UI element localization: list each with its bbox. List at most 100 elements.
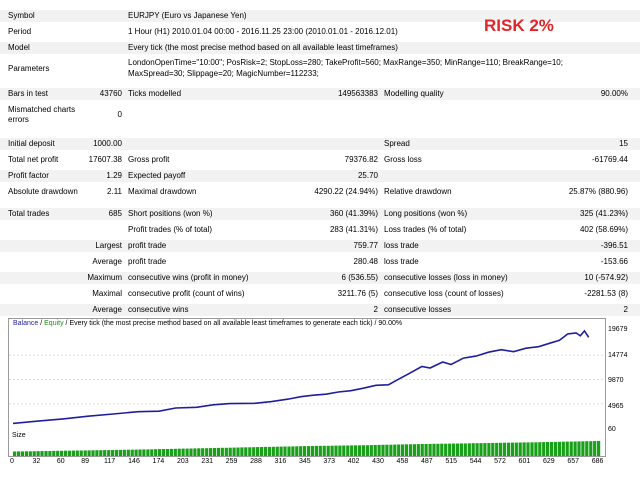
size-bar — [354, 445, 358, 456]
legend-equity: Equity — [44, 320, 64, 327]
maximal-consec-profit-label: consecutive profit (count of wins) — [128, 289, 245, 298]
size-bar — [506, 442, 511, 456]
size-bar — [111, 450, 115, 456]
size-bar — [87, 450, 91, 456]
x-tick-label: 60 — [56, 458, 65, 465]
size-bar — [216, 447, 220, 456]
max-drawdown-value: 4290.22 (24.94%) — [314, 187, 378, 196]
size-bar — [307, 446, 311, 456]
ticks-label: Ticks modelled — [128, 89, 182, 98]
size-bar — [479, 443, 483, 456]
size-bar — [252, 447, 256, 456]
size-bar — [573, 441, 577, 456]
chart-title: Balance / Equity / Every tick (the most … — [13, 320, 402, 327]
size-bar — [107, 450, 111, 456]
size-bar — [565, 441, 569, 456]
size-bar — [530, 442, 534, 456]
size-bar — [440, 443, 444, 456]
size-bar — [487, 443, 491, 456]
size-bar — [534, 442, 538, 456]
largest-profit-value: 759.77 — [353, 241, 378, 250]
size-bar — [491, 442, 495, 456]
size-bar — [412, 444, 416, 456]
x-tick-label: 89 — [81, 458, 90, 465]
size-bar — [71, 450, 75, 456]
size-bar — [361, 445, 365, 456]
size-bar — [428, 443, 432, 456]
size-bar — [314, 445, 318, 456]
size-bar — [499, 442, 503, 456]
average-label: Average — [92, 257, 122, 266]
x-tick-label: 402 — [347, 458, 360, 465]
size-bar — [189, 448, 193, 456]
size-bar — [303, 446, 307, 456]
size-bar — [99, 450, 103, 456]
balance-chart: Balance / Equity / Every tick (the most … — [8, 318, 606, 433]
x-tick-label: 146 — [128, 458, 140, 465]
symbol-value: EURJPY (Euro vs Japanese Yen) — [128, 11, 247, 20]
size-bar — [64, 450, 68, 456]
short-pos-label: Short positions (won %) — [128, 209, 213, 218]
size-bar — [193, 448, 197, 456]
x-tick-label: 601 — [518, 458, 531, 465]
average-loss-value: -153.66 — [600, 257, 628, 266]
size-bar — [240, 447, 244, 456]
size-bar — [502, 442, 507, 456]
size-bar — [463, 443, 467, 456]
size-bar — [365, 445, 369, 456]
size-bar — [28, 451, 32, 456]
size-bar — [514, 442, 518, 456]
balance-plot — [9, 329, 605, 425]
symbol-label: Symbol — [8, 11, 35, 20]
size-bar — [177, 448, 181, 456]
y-tick-label: 19679 — [608, 326, 628, 333]
size-bar — [448, 443, 452, 456]
chart-title-text: / Every tick (the most precise method ba… — [63, 320, 403, 327]
size-bar — [67, 450, 72, 456]
net-profit-label: Total net profit — [8, 155, 59, 164]
x-tick-label: 288 — [250, 458, 262, 465]
max-consec-losses-value: 10 (-574.92) — [584, 273, 628, 282]
parameters-label: Parameters — [8, 64, 50, 73]
rel-drawdown-value: 25.87% (880.96) — [568, 187, 628, 196]
x-tick-label: 231 — [201, 458, 214, 465]
profit-factor-value: 1.29 — [106, 171, 122, 180]
average-profit-label: profit trade — [128, 257, 167, 266]
size-bar — [420, 444, 424, 456]
size-bar — [287, 446, 291, 456]
max-consec-wins-label: consecutive wins (profit in money) — [128, 273, 249, 282]
x-tick-label: 430 — [372, 458, 384, 465]
size-bar — [224, 447, 228, 456]
size-bar — [271, 446, 275, 456]
size-bar — [581, 441, 585, 456]
parameters-line1: LondonOpenTime="10:00"; PosRisk=2; StopL… — [128, 58, 563, 67]
size-bar — [209, 448, 213, 456]
balance-line — [12, 329, 590, 425]
max-drawdown-label: Maximal drawdown — [128, 187, 197, 196]
size-bar — [542, 442, 546, 456]
size-bar — [585, 441, 589, 456]
largest-loss-label: loss trade — [384, 241, 419, 250]
size-bar — [248, 447, 252, 456]
size-bar — [36, 451, 40, 456]
profit-trades-value: 283 (41.31%) — [329, 225, 378, 234]
x-tick-label: 259 — [225, 458, 238, 465]
size-bar — [228, 447, 232, 456]
size-bar — [510, 442, 514, 456]
size-bar — [40, 451, 44, 456]
size-bar — [522, 442, 526, 456]
legend-balance: Balance — [13, 320, 39, 327]
size-bar — [369, 445, 373, 456]
long-pos-label: Long positions (won %) — [384, 209, 468, 218]
spread-label: Spread — [384, 139, 410, 148]
size-bar — [597, 441, 601, 456]
initial-deposit-label: Initial deposit — [8, 139, 55, 148]
size-bar — [518, 442, 522, 456]
size-bar — [44, 451, 48, 456]
size-bar — [436, 443, 440, 456]
x-tick-label: 32 — [32, 458, 41, 465]
size-bar — [346, 445, 350, 456]
size-bar — [389, 444, 393, 456]
x-tick-label: 515 — [445, 458, 458, 465]
model-value: Every tick (the most precise method base… — [128, 43, 398, 52]
